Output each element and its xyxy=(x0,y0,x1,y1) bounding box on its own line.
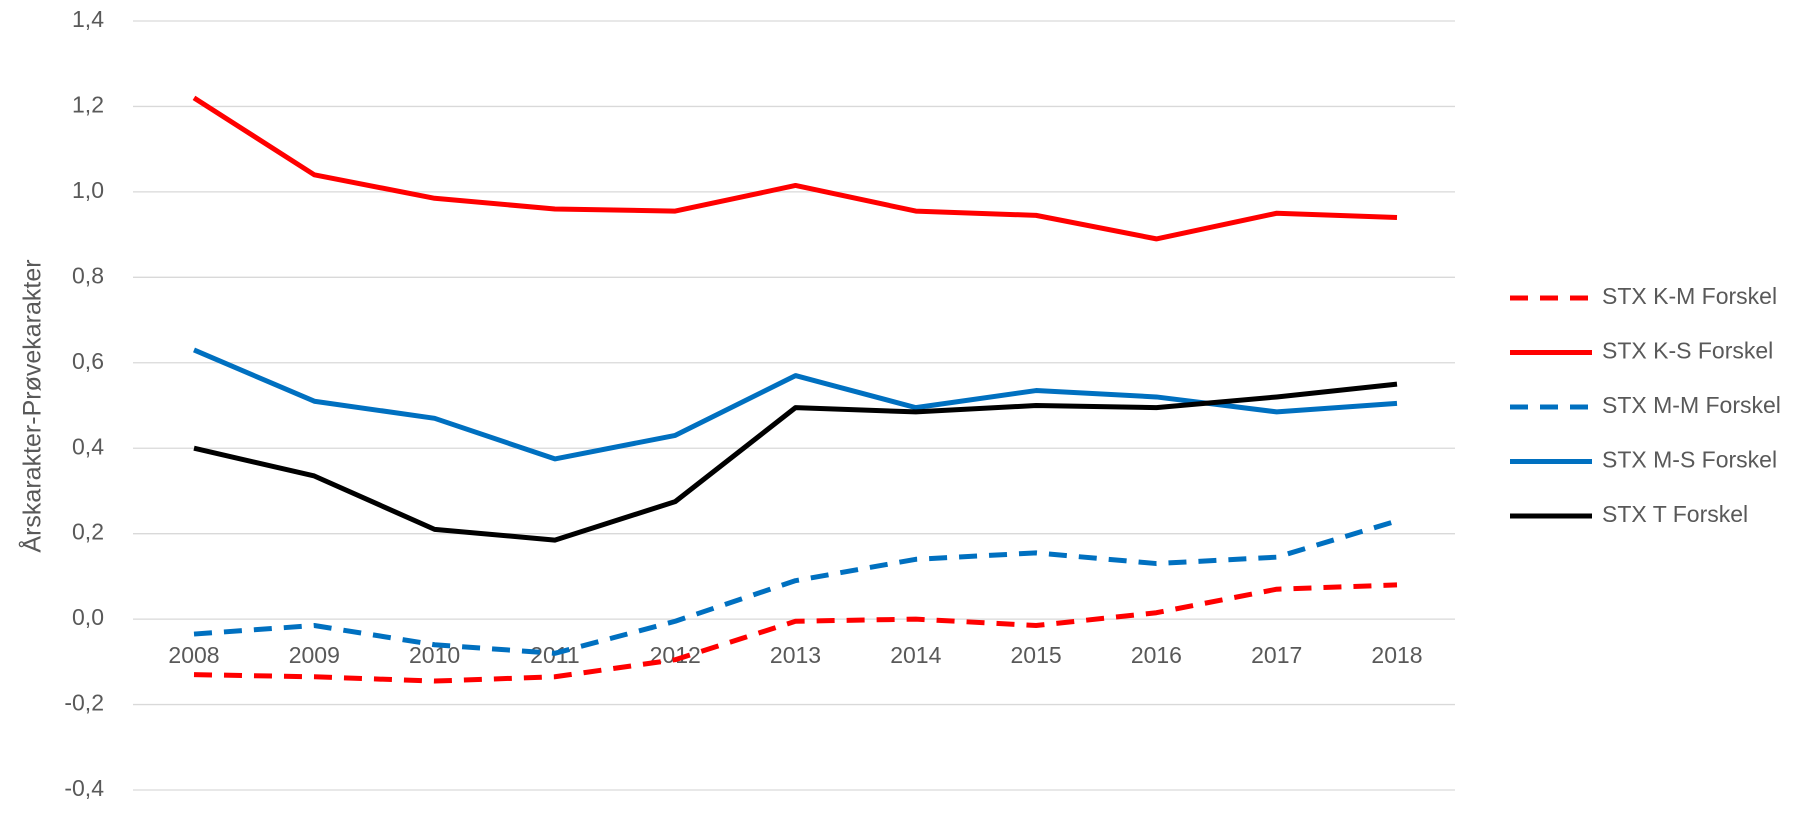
line-series xyxy=(193,582,1398,684)
x-tick-label: 2016 xyxy=(1131,642,1182,668)
x-tick-label: 2009 xyxy=(289,642,340,668)
line-series xyxy=(192,95,1398,242)
legend-label: STX T Forskel xyxy=(1602,501,1748,527)
y-tick-label: 0,0 xyxy=(72,604,104,630)
x-tick-label: 2014 xyxy=(890,642,941,668)
x-tick-label: 2013 xyxy=(770,642,821,668)
y-axis-title: Årskarakter-Prøvekarakter xyxy=(17,259,47,552)
y-tick-label: 1,4 xyxy=(72,6,104,32)
x-tick-label: 2017 xyxy=(1251,642,1302,668)
y-tick-label: 0,4 xyxy=(72,433,104,459)
y-tick-label: -0,2 xyxy=(64,690,104,716)
y-tick-label: 1,0 xyxy=(72,177,104,203)
x-tick-label: 2008 xyxy=(168,642,219,668)
y-tick-label: 1,2 xyxy=(72,92,104,118)
y-tick-label: 0,2 xyxy=(72,519,104,545)
y-tick-label: 0,6 xyxy=(72,348,104,374)
y-tick-label: 0,8 xyxy=(72,262,104,288)
y-tick-label: -0,4 xyxy=(64,775,104,801)
line-series xyxy=(193,381,1398,543)
x-tick-label: 2015 xyxy=(1011,642,1062,668)
legend-label: STX K-M Forskel xyxy=(1602,283,1777,309)
x-tick-label: 2018 xyxy=(1371,642,1422,668)
line-series xyxy=(193,518,1398,656)
legend-label: STX M-S Forskel xyxy=(1602,447,1777,473)
legend-label: STX M-M Forskel xyxy=(1602,392,1781,418)
legend-label: STX K-S Forskel xyxy=(1602,338,1773,364)
